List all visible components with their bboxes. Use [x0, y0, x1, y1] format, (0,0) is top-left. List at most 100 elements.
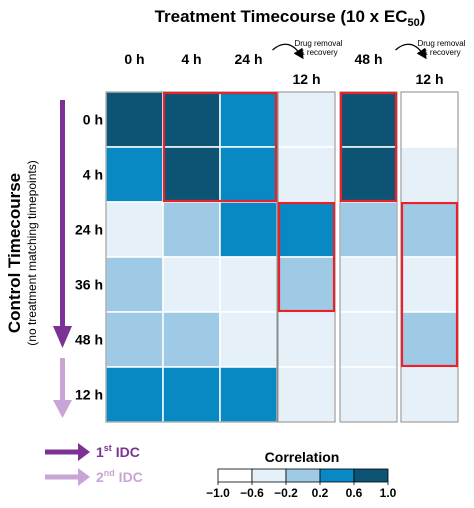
- highlight-box: [162, 91, 278, 203]
- heatmap-cell: [219, 146, 278, 203]
- heatmap-cell: [339, 311, 398, 368]
- row-label: 36 h: [75, 277, 103, 293]
- heatmap-cell: [105, 311, 164, 368]
- heatmap-cell: [105, 366, 164, 423]
- idc-legend-arrow-head: [78, 468, 90, 486]
- row-label: 12 h: [75, 387, 103, 403]
- legend-title: Correlation: [265, 449, 340, 465]
- timecourse-arrows: [53, 100, 72, 418]
- chart-title-subscript: 50: [407, 17, 419, 29]
- column-label: 0 h: [124, 51, 144, 67]
- column-labels: 0 h 4 h 24 h 12 h 48 h 12 h: [124, 51, 443, 87]
- correlation-legend: Correlation −1.0 −0.6 −0.2 0.2 0.6 1.0: [206, 449, 397, 500]
- column-label: 24 h: [234, 51, 262, 67]
- heatmap-cell: [219, 311, 278, 368]
- heatmap-cell: [400, 311, 459, 368]
- idc-legend-arrow-shaft: [45, 449, 79, 455]
- column-label: 12 h: [415, 71, 443, 87]
- heatmap-cell: [277, 311, 336, 368]
- heatmap-cell: [162, 91, 221, 148]
- heatmap-cell: [105, 201, 164, 258]
- heatmap-cell: [277, 256, 336, 313]
- legend-swatch: [319, 468, 355, 483]
- heatmap-cell: [339, 256, 398, 313]
- column-label: 12 h: [292, 71, 320, 87]
- idc-text: IDC: [112, 444, 140, 460]
- heatmap-cell: [162, 311, 221, 368]
- idc-ordinal-suffix: nd: [104, 468, 115, 478]
- recovery-curve-arrow: [272, 43, 304, 60]
- heatmap-cell: [277, 201, 336, 258]
- heatmap-cell: [400, 366, 459, 423]
- heatmap-cell: [277, 146, 336, 203]
- legend-tick-label: −0.2: [274, 486, 298, 500]
- legend-swatch: [285, 468, 321, 483]
- heatmap-cell: [400, 256, 459, 313]
- second-idc-arrow-head: [53, 400, 72, 418]
- idc-ordinal-suffix: st: [104, 443, 112, 453]
- y-axis-title: Control Timecourse: [5, 173, 24, 333]
- heatmap-cell: [339, 201, 398, 258]
- row-labels: 0 h 4 h 24 h 36 h 48 h 12 h: [75, 112, 103, 403]
- heatmap-cell: [277, 366, 336, 423]
- heatmap-cell: [339, 366, 398, 423]
- first-idc-arrow-head: [53, 326, 72, 348]
- legend-tick-label: −0.6: [240, 486, 264, 500]
- first-idc-arrow-shaft: [60, 100, 65, 326]
- heatmap-cell: [339, 91, 398, 148]
- recovery-curve-arrow: [395, 43, 427, 60]
- second-idc-arrow-shaft: [60, 358, 65, 400]
- legend-swatch: [353, 468, 389, 483]
- heatmap-cells: [105, 91, 459, 423]
- idc-ordinal: 2: [96, 469, 104, 485]
- row-label: 24 h: [75, 222, 103, 238]
- highlight-box: [277, 201, 336, 313]
- legend-tick-label: 0.2: [312, 486, 329, 500]
- legend-tick-label: −1.0: [206, 486, 230, 500]
- recovery-annotation: Drug removal: [417, 39, 465, 48]
- heatmap-cell: [105, 91, 164, 148]
- heatmap-cell: [219, 366, 278, 423]
- row-label: 48 h: [75, 332, 103, 348]
- heatmap-cell: [339, 146, 398, 203]
- heatmap-cell: [162, 201, 221, 258]
- heatmap-cell: [219, 201, 278, 258]
- legend-tick-label: 1.0: [380, 486, 397, 500]
- heatmap-cell: [219, 256, 278, 313]
- idc-ordinal: 1: [96, 444, 104, 460]
- heatmap-cell: [400, 91, 459, 148]
- recovery-annotation: & recovery: [299, 48, 337, 57]
- column-label: 48 h: [354, 51, 382, 67]
- row-label: 0 h: [83, 112, 103, 128]
- chart-title-main: Treatment Timecourse (10 x EC: [155, 7, 408, 26]
- idc-text: IDC: [115, 469, 143, 485]
- idc-legend-arrow-head: [78, 443, 90, 461]
- recovery-annotation: Drug removal: [294, 39, 342, 48]
- legend-tick-label: 0.6: [346, 486, 363, 500]
- row-label: 4 h: [83, 167, 103, 183]
- heatmap-cell: [162, 146, 221, 203]
- heatmap-cell: [162, 366, 221, 423]
- heatmap-cell: [105, 256, 164, 313]
- idc-legend-label: 2nd IDC: [96, 468, 143, 485]
- idc-legend-arrow-shaft: [45, 474, 79, 480]
- idc-legend-label: 1st IDC: [96, 443, 140, 460]
- highlight-boxes: [162, 91, 459, 368]
- heatmap-cell: [400, 146, 459, 203]
- heatmap-cell: [400, 201, 459, 258]
- recovery-annotation: & recovery: [422, 48, 460, 57]
- heatmap-cell: [219, 91, 278, 148]
- chart-title: Treatment Timecourse (10 x EC50): [155, 7, 426, 29]
- heatmap-cell: [162, 256, 221, 313]
- legend-swatch: [217, 468, 253, 483]
- highlight-box: [400, 201, 459, 368]
- heatmap-cell: [277, 91, 336, 148]
- chart-title-close: ): [420, 7, 426, 26]
- highlight-box: [339, 91, 398, 203]
- column-label: 4 h: [181, 51, 201, 67]
- y-axis-subtitle: (no treatment matching timepoints): [25, 160, 39, 345]
- heatmap-cell: [105, 146, 164, 203]
